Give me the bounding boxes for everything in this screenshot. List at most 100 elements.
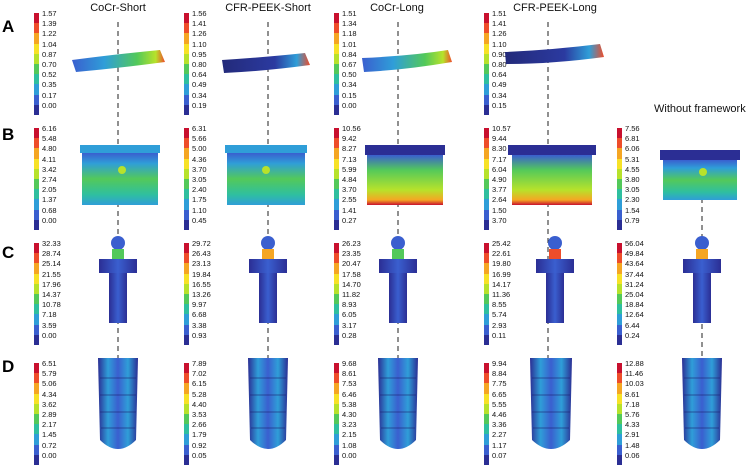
color-bar-segment bbox=[617, 383, 622, 394]
color-bar-segment bbox=[184, 314, 189, 325]
color-bar-segment bbox=[184, 128, 189, 139]
legend-tick-label: 3.70 bbox=[192, 164, 207, 174]
legend-tick-label: 1.10 bbox=[492, 39, 507, 49]
color-bar-segment bbox=[184, 219, 189, 230]
legend-tick-label: 0.07 bbox=[492, 450, 507, 460]
legend-tick-label: 7.18 bbox=[625, 399, 640, 409]
legend-tick-label: 9.97 bbox=[192, 300, 207, 310]
color-bar-segment bbox=[484, 148, 489, 159]
color-bar-segment bbox=[617, 444, 622, 455]
legend-tick-label: 43.64 bbox=[625, 259, 644, 269]
color-bar-segment bbox=[484, 253, 489, 264]
color-bar-segment bbox=[484, 424, 489, 435]
legend-tick-label: 1.41 bbox=[342, 205, 357, 215]
row-a-frameworks bbox=[72, 44, 604, 73]
color-bar-segment bbox=[617, 253, 622, 264]
color-bar-segment bbox=[484, 168, 489, 179]
color-bar-segment bbox=[184, 393, 189, 404]
color-bar-segment bbox=[334, 393, 339, 404]
legend-tick-label: 1.22 bbox=[42, 29, 57, 39]
color-bar-segment bbox=[34, 424, 39, 435]
legend-tick-label: 7.56 bbox=[625, 124, 640, 133]
legend-tick-label: 0.00 bbox=[42, 450, 57, 460]
color-bar-segment bbox=[184, 304, 189, 315]
color-bar-segment bbox=[34, 314, 39, 325]
color-bar-segment bbox=[617, 179, 622, 190]
color-bar-segment bbox=[34, 243, 39, 254]
color-bar-segment bbox=[184, 424, 189, 435]
legend-tick-label: 0.34 bbox=[192, 90, 207, 100]
legend-tick-label: 3.62 bbox=[42, 399, 57, 409]
color-bar-segment bbox=[484, 393, 489, 404]
color-bar-segment bbox=[334, 334, 339, 345]
color-bar-segment bbox=[484, 273, 489, 284]
color-bar-segment bbox=[617, 273, 622, 284]
color-bar-segment bbox=[334, 189, 339, 200]
color-bar-segment bbox=[34, 94, 39, 105]
color-bar-segment bbox=[484, 33, 489, 44]
color-bar-segment bbox=[334, 13, 339, 24]
color-bar-segment bbox=[617, 243, 622, 254]
color-bar-segment bbox=[484, 363, 489, 374]
color-bar bbox=[184, 243, 189, 345]
color-bar-segment bbox=[484, 434, 489, 445]
color-bar-segment bbox=[334, 209, 339, 220]
legend-tick-label: 2.66 bbox=[192, 420, 207, 430]
legend-tick-label: 5.79 bbox=[42, 369, 57, 379]
color-bar-segment bbox=[617, 434, 622, 445]
color-bar-segment bbox=[184, 43, 189, 54]
color-bar-segment bbox=[334, 128, 339, 139]
color-bar-segment bbox=[34, 434, 39, 445]
color-bar-segment bbox=[617, 314, 622, 325]
color-bar-segment bbox=[334, 434, 339, 445]
legend-tick-label: 1.51 bbox=[342, 9, 357, 18]
row-label-a: A bbox=[2, 17, 15, 36]
color-bar-segment bbox=[484, 84, 489, 95]
legend-tick-label: 5.55 bbox=[492, 399, 507, 409]
color-bar bbox=[184, 128, 189, 230]
color-bar-segment bbox=[34, 138, 39, 149]
color-bar-segment bbox=[184, 148, 189, 159]
color-bar-segment bbox=[34, 253, 39, 264]
legend-tick-label: 1.54 bbox=[625, 205, 640, 215]
legend-tick-label: 1.50 bbox=[492, 205, 507, 215]
legend-tick-label: 2.74 bbox=[42, 175, 57, 184]
legend-tick-label: 8.30 bbox=[492, 144, 507, 154]
color-bar-segment bbox=[184, 383, 189, 394]
color-bar-segment bbox=[34, 104, 39, 115]
color-bar-segment bbox=[484, 444, 489, 455]
legend-tick-label: 1.45 bbox=[42, 430, 57, 440]
legend-tick-label: 12.64 bbox=[625, 310, 644, 320]
color-bar-segment bbox=[184, 263, 189, 274]
legend-tick-label: 17.96 bbox=[42, 279, 61, 289]
color-bar bbox=[34, 363, 39, 465]
legend-tick-label: 1.79 bbox=[192, 430, 207, 440]
color-bar-segment bbox=[617, 148, 622, 159]
legend-tick-label: 0.50 bbox=[342, 70, 357, 80]
legend-tick-label: 0.49 bbox=[492, 80, 507, 90]
legend-tick-label: 1.51 bbox=[492, 9, 507, 18]
legend-tick-label: 28.74 bbox=[42, 249, 61, 259]
legend-tick-label: 5.99 bbox=[342, 164, 357, 174]
legend-tick-label: 0.68 bbox=[42, 205, 57, 215]
color-bar-segment bbox=[334, 314, 339, 325]
color-bar-segment bbox=[184, 334, 189, 345]
color-bar-segment bbox=[34, 304, 39, 315]
legend-tick-label: 1.56 bbox=[192, 9, 207, 18]
legend-tick-label: 1.34 bbox=[342, 19, 357, 29]
legend-tick-label: 2.64 bbox=[492, 195, 507, 205]
legend-tick-label: 6.65 bbox=[492, 389, 507, 399]
legend-tick-label: 5.00 bbox=[192, 144, 207, 154]
color-bar-segment bbox=[34, 219, 39, 230]
legend-tick-label: 0.80 bbox=[492, 60, 507, 69]
color-bar-segment bbox=[184, 454, 189, 465]
color-bar-segment bbox=[334, 253, 339, 264]
color-bar-segment bbox=[484, 304, 489, 315]
color-bar-segment bbox=[617, 334, 622, 345]
color-bar bbox=[484, 363, 489, 465]
color-bar bbox=[334, 363, 339, 465]
legend-tick-label: 2.05 bbox=[42, 185, 57, 195]
legend-tick-label: 0.27 bbox=[342, 215, 357, 225]
color-bar-segment bbox=[484, 43, 489, 54]
